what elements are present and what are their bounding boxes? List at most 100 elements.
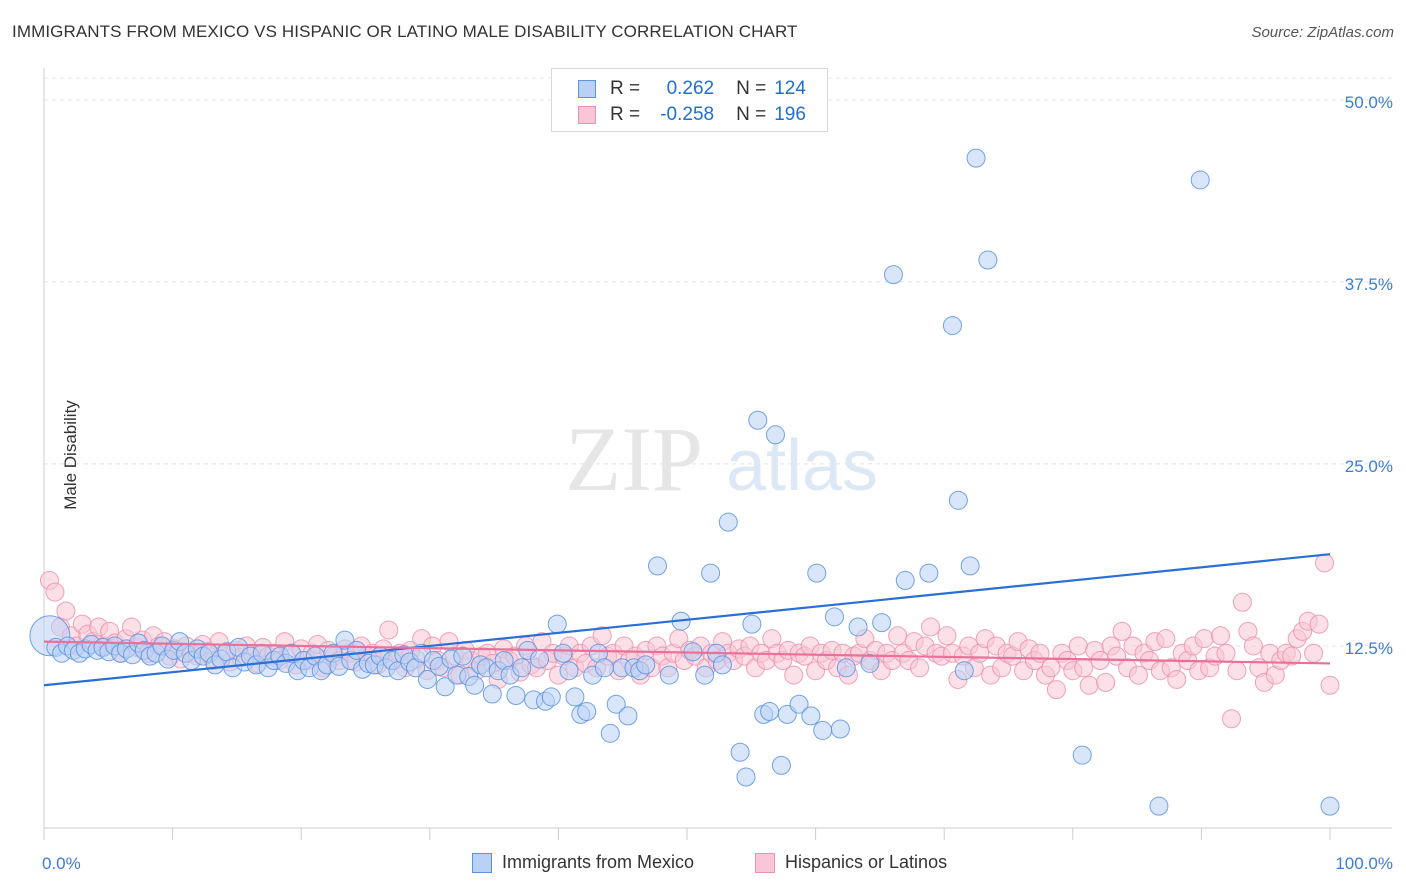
point-hispanics xyxy=(921,617,941,637)
point-hispanics xyxy=(1315,553,1335,573)
point-mexico xyxy=(718,512,738,532)
point-mexico xyxy=(648,556,668,576)
correlation-legend: R = 0.262 N = 124 R = -0.258 N = 196 xyxy=(551,68,828,132)
y-tick-label: 25.0% xyxy=(1345,457,1393,476)
point-hispanics xyxy=(56,601,76,621)
point-mexico xyxy=(954,661,974,681)
point-mexico xyxy=(453,646,473,666)
point-hispanics xyxy=(1128,665,1148,685)
point-mexico xyxy=(765,425,785,445)
point-hispanics xyxy=(1211,626,1231,646)
source-label: Source: ZipAtlas.com xyxy=(1251,24,1394,41)
point-hispanics xyxy=(122,617,142,637)
point-mexico xyxy=(482,684,502,704)
point-mexico xyxy=(960,556,980,576)
n-label: N = xyxy=(736,104,767,125)
point-mexico xyxy=(789,694,809,714)
y-axis-label: Male Disability xyxy=(60,400,80,510)
r-value: 0.262 xyxy=(666,78,715,99)
n-label: N = xyxy=(736,78,767,99)
point-mexico xyxy=(559,661,579,681)
point-hispanics xyxy=(1304,643,1324,663)
point-mexico xyxy=(606,694,626,714)
point-mexico xyxy=(695,665,715,685)
point-mexico xyxy=(848,617,868,637)
point-hispanics xyxy=(1167,669,1187,689)
point-mexico xyxy=(435,677,455,697)
point-mexico xyxy=(836,658,856,678)
point-hispanics xyxy=(1216,643,1236,663)
point-mexico xyxy=(506,685,526,705)
point-mexico xyxy=(730,742,750,762)
watermark: ZIP atlas xyxy=(565,408,878,510)
watermark-atlas: atlas xyxy=(726,426,878,506)
legend-row-hispanics: R = -0.258 N = 196 xyxy=(578,103,806,127)
point-mexico xyxy=(760,701,780,721)
legend-item-mexico[interactable]: Immigrants from Mexico xyxy=(472,852,694,873)
y-tick-label: 12.5% xyxy=(1345,639,1393,658)
point-hispanics xyxy=(379,620,399,640)
point-hispanics xyxy=(937,626,957,646)
point-mexico xyxy=(618,706,638,726)
point-mexico xyxy=(824,607,844,627)
axes xyxy=(43,68,1392,840)
point-hispanics xyxy=(1112,621,1132,641)
point-mexico xyxy=(771,755,791,775)
point-hispanics xyxy=(1282,646,1302,666)
x-tick-label-min: 0.0% xyxy=(42,854,81,873)
point-mexico xyxy=(541,687,561,707)
point-mexico xyxy=(417,669,437,689)
legend-item-hispanics[interactable]: Hispanics or Latinos xyxy=(755,852,947,873)
point-mexico xyxy=(465,675,485,695)
point-hispanics xyxy=(1046,680,1066,700)
point-mexico xyxy=(748,410,768,430)
trend-lines xyxy=(43,553,1331,687)
point-mexico xyxy=(883,265,903,285)
point-mexico xyxy=(807,563,827,583)
r-label: R = xyxy=(610,104,641,125)
point-mexico xyxy=(742,614,762,634)
point-hispanics xyxy=(1074,658,1094,678)
y-tick-label: 37.5% xyxy=(1345,275,1393,294)
point-mexico xyxy=(712,655,732,675)
point-mexico xyxy=(830,719,850,739)
point-mexico xyxy=(553,643,573,663)
x-tick-label-max: 100.0% xyxy=(1335,854,1393,873)
chart-title: IMMIGRANTS FROM MEXICO VS HISPANIC OR LA… xyxy=(12,22,798,41)
point-hispanics xyxy=(1079,675,1099,695)
point-hispanics xyxy=(888,626,908,646)
point-mexico xyxy=(966,148,986,168)
legend-label-hispanics: Hispanics or Latinos xyxy=(785,852,948,872)
r-label: R = xyxy=(610,78,641,99)
point-hispanics xyxy=(1221,709,1241,729)
point-mexico xyxy=(530,649,550,669)
legend-row-mexico: R = 0.262 N = 124 xyxy=(578,77,806,101)
point-hispanics xyxy=(1068,636,1088,656)
point-mexico xyxy=(736,767,756,787)
point-mexico xyxy=(895,570,915,590)
point-mexico xyxy=(512,658,532,678)
tick-labels: 12.5% 25.0% 37.5% 50.0% 0.0% 100.0% xyxy=(42,93,1393,873)
point-mexico xyxy=(1320,796,1340,816)
point-mexico xyxy=(701,563,721,583)
n-value: 196 xyxy=(774,104,806,125)
point-hispanics xyxy=(784,665,804,685)
point-mexico xyxy=(919,563,939,583)
point-mexico xyxy=(813,720,833,740)
point-hispanics xyxy=(45,582,65,602)
grid-lines xyxy=(44,77,1392,647)
point-hispanics xyxy=(1309,614,1329,634)
point-hispanics xyxy=(1227,661,1247,681)
point-hispanics xyxy=(1232,592,1252,612)
legend-swatch-mexico xyxy=(578,80,596,98)
point-mexico xyxy=(636,655,656,675)
point-hispanics xyxy=(910,658,930,678)
watermark-zip: ZIP xyxy=(565,408,703,510)
legend-swatch-hispanics xyxy=(578,106,596,124)
point-mexico xyxy=(659,665,679,685)
point-hispanics xyxy=(1320,675,1340,695)
trend-line-mexico xyxy=(43,553,1331,687)
point-mexico xyxy=(594,658,614,678)
point-mexico xyxy=(860,653,880,673)
